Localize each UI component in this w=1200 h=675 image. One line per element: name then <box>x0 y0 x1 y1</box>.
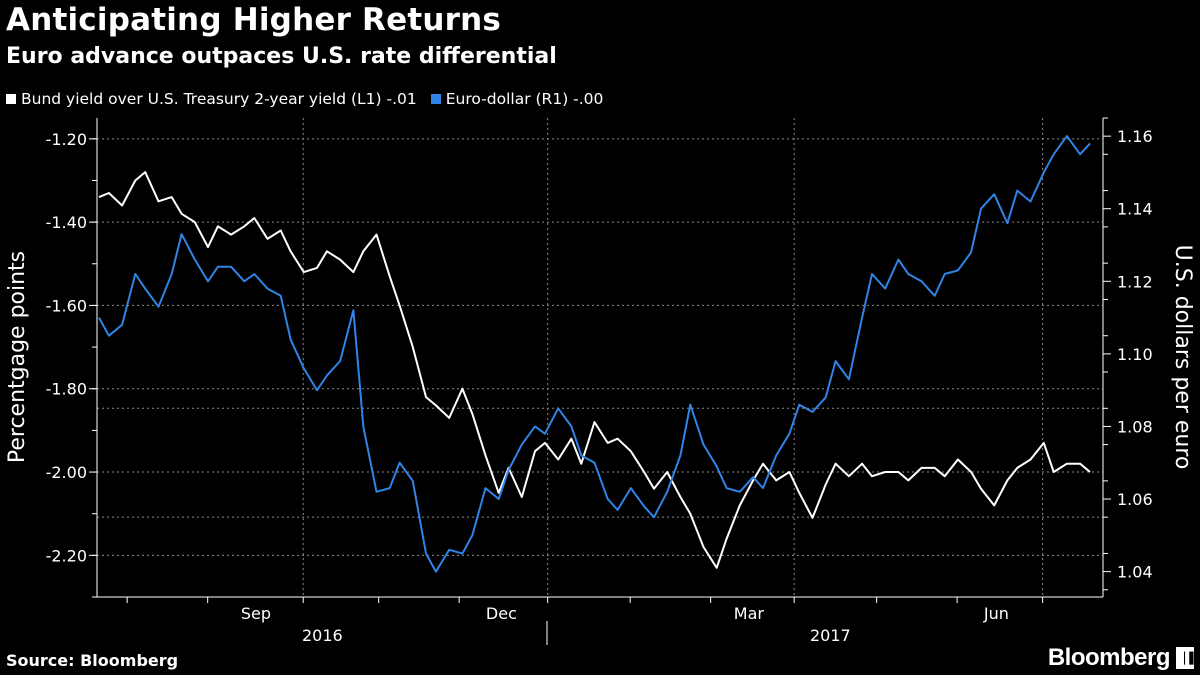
left-tick-label: -1.60 <box>46 296 87 315</box>
x-year-label: 2016 <box>302 626 343 645</box>
x-month-label: Sep <box>241 604 271 623</box>
legend-label-euro-dollar: Euro-dollar (R1) -.00 <box>445 90 604 108</box>
right-tick-label: 1.10 <box>1117 345 1153 364</box>
left-tick-label: -2.20 <box>46 546 87 565</box>
legend-swatch-blue <box>430 94 441 104</box>
legend-item-euro-dollar: Euro-dollar (R1) -.00 <box>430 90 604 108</box>
axes <box>89 117 1111 645</box>
series-lines <box>98 135 1091 573</box>
terminal-icon: ▕▐ <box>1176 647 1194 669</box>
x-month-label: Mar <box>734 604 765 623</box>
axis-labels: -1.20 -1.40 -1.60 -1.80 -2.00 -2.20 1.16 1.14 1.… <box>5 127 1195 645</box>
x-year-label: 2017 <box>810 626 851 645</box>
left-tick-label: -1.20 <box>46 130 87 149</box>
legend-item-bund-spread: Bund yield over U.S. Treasury 2-year yie… <box>6 90 417 108</box>
right-tick-label: 1.04 <box>1117 563 1153 582</box>
right-axis-title: U.S. dollars per euro <box>1170 245 1195 470</box>
series-line-euro-dollar <box>98 135 1091 573</box>
gridlines <box>97 118 1103 597</box>
x-month-label: Dec <box>486 604 517 623</box>
left-tick-label: -2.00 <box>46 463 87 482</box>
legend-swatch-white <box>6 94 16 104</box>
series-line-bund-spread <box>98 171 1091 569</box>
right-tick-label: 1.06 <box>1117 490 1153 509</box>
legend-label-bund-spread: Bund yield over U.S. Treasury 2-year yie… <box>21 90 417 108</box>
legend: Bund yield over U.S. Treasury 2-year yie… <box>6 90 603 108</box>
right-tick-label: 1.14 <box>1117 200 1153 219</box>
left-tick-label: -1.80 <box>46 380 87 399</box>
left-tick-label: -1.40 <box>46 213 87 232</box>
bloomberg-logo: Bloomberg ▕▐ <box>1048 644 1194 672</box>
right-tick-label: 1.12 <box>1117 272 1153 291</box>
logo-text: Bloomberg <box>1047 644 1171 671</box>
right-tick-label: 1.16 <box>1117 127 1153 146</box>
chart-subtitle: Euro advance outpaces U.S. rate differen… <box>6 44 557 69</box>
x-month-label: Jun <box>983 604 1009 623</box>
left-axis-title: Percentgage points <box>5 251 30 463</box>
source-note: Source: Bloomberg <box>6 651 179 670</box>
chart-title: Anticipating Higher Returns <box>6 2 502 38</box>
right-tick-label: 1.08 <box>1117 417 1153 436</box>
